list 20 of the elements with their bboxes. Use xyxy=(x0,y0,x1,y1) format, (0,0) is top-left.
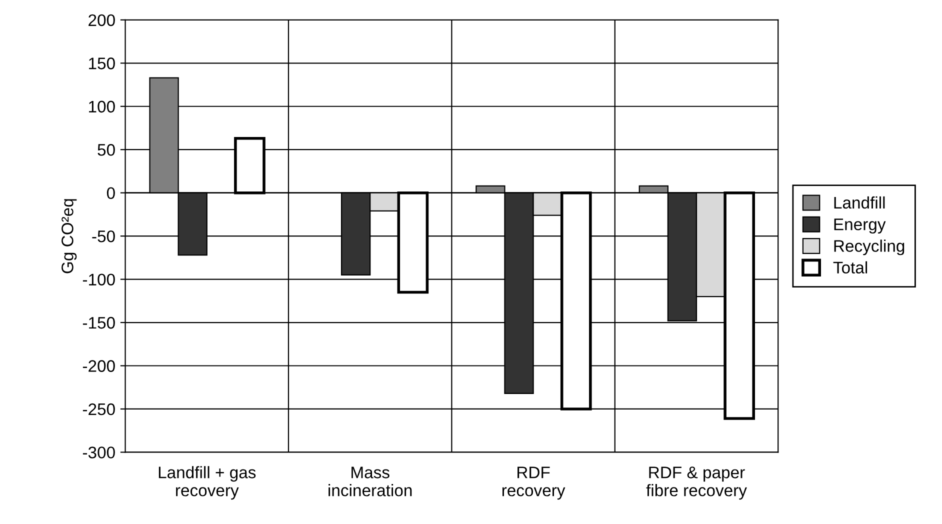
y-tick-label: -50 xyxy=(92,230,115,242)
y-tick-label: 200 xyxy=(88,14,115,26)
legend-label: Recycling xyxy=(834,240,904,256)
y-tick-label: 0 xyxy=(106,187,115,200)
y-tick-label: 150 xyxy=(89,58,115,70)
x-tick-label: RDF & paper fibre recovery xyxy=(646,466,747,500)
x-tick-label: Landfill + gas recovery xyxy=(158,466,256,500)
y-tick-label: -200 xyxy=(82,360,115,372)
y-axis-title: Gg CO²eq xyxy=(62,199,77,274)
legend-label: Landfill xyxy=(834,196,885,209)
legend-label: Energy xyxy=(834,218,886,234)
x-tick-label: RDF recovery xyxy=(502,466,566,500)
y-tick-label: 50 xyxy=(98,144,115,156)
legend-label: Total xyxy=(833,261,868,274)
y-tick-label: -100 xyxy=(82,274,115,286)
y-tick-label: -150 xyxy=(82,316,115,329)
y-tick-label: 100 xyxy=(89,100,115,113)
x-tick-label: Mass incineration xyxy=(328,466,412,496)
y-tick-label: -300 xyxy=(82,446,115,458)
y-tick-label: -250 xyxy=(82,403,115,416)
